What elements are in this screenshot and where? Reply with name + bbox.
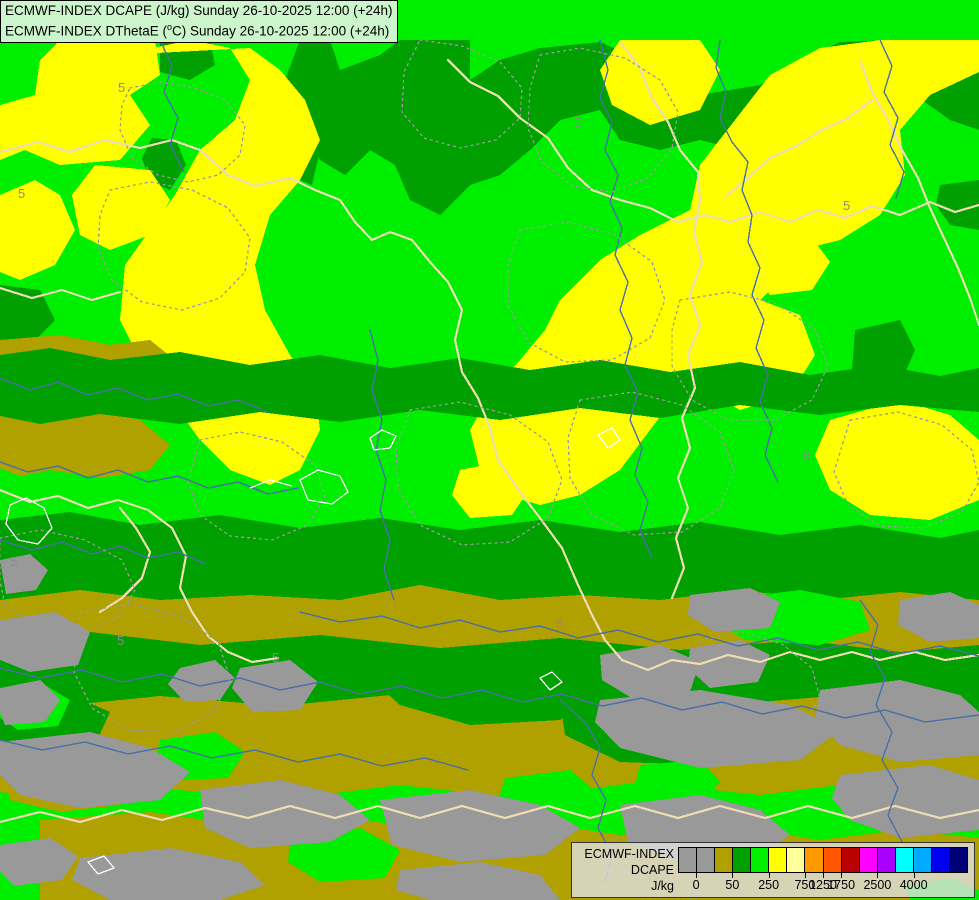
colorbar-tick-label-2: 250: [758, 878, 780, 892]
colorbar-tick-2: [768, 873, 770, 878]
colorbar-tick-7: [913, 873, 915, 878]
map-title-box: ECMWF-INDEX DCAPE (J/kg) Sunday 26-10-20…: [0, 0, 398, 43]
legend-model: ECMWF-INDEX: [584, 847, 674, 861]
country-borders: [0, 40, 979, 824]
coastlines: [5, 427, 621, 875]
colorbar-tick-3: [804, 873, 806, 878]
colorbar-tick-6: [877, 873, 879, 878]
svg-text:5: 5: [118, 80, 125, 95]
legend-caption: ECMWF-INDEX DCAPE J/kg: [578, 846, 674, 894]
colorbar-swatch-4[interactable]: [751, 848, 770, 872]
colorbar-tick-0: [696, 873, 698, 878]
title-line-dthetae-pre: ECMWF-INDEX DThetaE (: [5, 23, 168, 39]
colorbar-tick-5: [841, 873, 843, 878]
colorbar-swatch-15[interactable]: [949, 848, 967, 872]
colorbar-tick-label-7: 4000: [899, 878, 928, 892]
svg-text:5: 5: [272, 650, 279, 665]
colorbar-legend[interactable]: ECMWF-INDEX DCAPE J/kg 0 50 250 750 1250 1750…: [571, 842, 975, 898]
colorbar-swatch-6[interactable]: [787, 848, 806, 872]
colorbar-tick-label-0: 0: [692, 878, 700, 892]
dthetae-contours: [0, 39, 979, 900]
title-line-dthetae-post: C) Sunday 26-10-2025 12:00 (+24h): [172, 23, 390, 39]
svg-text:5: 5: [574, 115, 581, 130]
colorbar-ticks: 0 50 250 750 1250 1750 2500 4000: [678, 873, 968, 896]
colorbar-tick-label-6: 2500: [863, 878, 892, 892]
legend-param: DCAPE: [630, 863, 674, 877]
colorbar-swatches[interactable]: [678, 847, 968, 873]
colorbar-tick-label-3: 750: [794, 878, 816, 892]
colorbar-swatch-10[interactable]: [859, 848, 878, 872]
colorbar-tick-label-5: 1750: [827, 878, 856, 892]
colorbar-swatch-14[interactable]: [931, 848, 950, 872]
title-line-dcape: ECMWF-INDEX DCAPE (J/kg) Sunday 26-10-20…: [5, 3, 393, 18]
colorbar-wrap: 0 50 250 750 1250 1750 2500 4000: [678, 847, 968, 896]
colorbar-swatch-9[interactable]: [841, 848, 860, 872]
colorbar-tick-1: [732, 873, 734, 878]
colorbar-swatch-7[interactable]: [805, 848, 824, 872]
title-line-dthetae: ECMWF-INDEX DThetaE (oC) Sunday 26-10-20…: [5, 19, 393, 40]
colorbar-swatch-8[interactable]: [823, 848, 842, 872]
rivers: [0, 39, 979, 883]
svg-text:5: 5: [117, 633, 124, 648]
legend-units: J/kg: [651, 879, 674, 893]
colorbar-swatch-13[interactable]: [913, 848, 932, 872]
colorbar-tick-4: [823, 873, 824, 878]
colorbar-swatch-12[interactable]: [895, 848, 914, 872]
colorbar-swatch-3[interactable]: [733, 848, 752, 872]
svg-text:5: 5: [10, 554, 17, 569]
degree-symbol: o: [167, 22, 173, 32]
colorbar-tick-label-1: 50: [725, 878, 740, 892]
svg-text:5: 5: [803, 448, 810, 463]
colorbar-swatch-0[interactable]: [679, 848, 698, 872]
svg-text:5: 5: [18, 186, 25, 201]
colorbar-tick-label-4: 1250: [809, 878, 837, 892]
colorbar-swatch-5[interactable]: [769, 848, 788, 872]
contour-labels: 5 5 5 5 5 5 5 5 5: [10, 80, 850, 665]
colorbar-swatch-1[interactable]: [697, 848, 716, 872]
colorbar-swatch-11[interactable]: [877, 848, 896, 872]
colorbar-swatch-2[interactable]: [715, 848, 734, 872]
svg-text:5: 5: [843, 198, 850, 213]
svg-text:5: 5: [556, 616, 563, 631]
